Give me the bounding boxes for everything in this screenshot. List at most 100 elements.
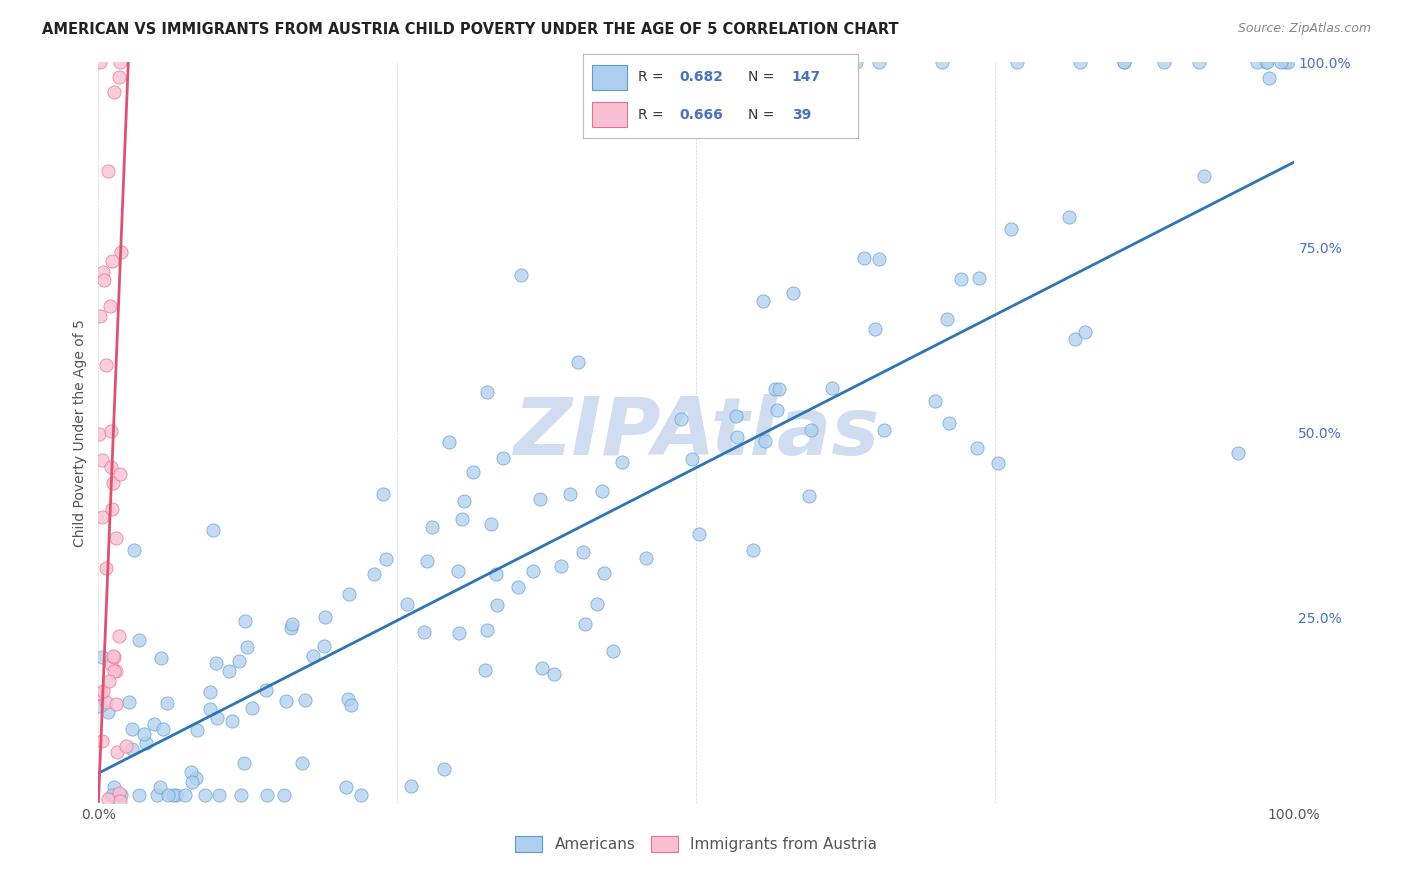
Point: [741, 542, 763, 557]
Bar: [592, 102, 627, 128]
Text: R =: R =: [638, 108, 668, 121]
Point: [90, 650, 112, 665]
Point: [235, 640, 257, 654]
Point: [725, 409, 748, 424]
Point: [101, 475, 124, 490]
Point: [337, 692, 360, 706]
Point: [938, 416, 960, 430]
Point: [100, 460, 122, 475]
Point: [103, 664, 125, 678]
Point: [101, 501, 124, 516]
Point: [486, 598, 509, 612]
Point: [530, 661, 553, 675]
Point: [205, 656, 228, 670]
Point: [280, 621, 302, 635]
Text: Source: ZipAtlas.com: Source: ZipAtlas.com: [1237, 22, 1371, 36]
Point: [103, 85, 125, 99]
Point: [150, 651, 173, 665]
Point: [103, 780, 125, 794]
Point: [91, 683, 114, 698]
Point: [108, 70, 131, 85]
Point: [186, 723, 208, 737]
Point: [96, 560, 118, 574]
Point: [157, 789, 180, 803]
Point: [100, 424, 122, 438]
Point: [813, 55, 835, 70]
Text: AMERICAN VS IMMIGRANTS FROM AUSTRIA CHILD POVERTY UNDER THE AGE OF 5 CORRELATION: AMERICAN VS IMMIGRANTS FROM AUSTRIA CHIL…: [42, 22, 898, 37]
Point: [105, 531, 128, 545]
Point: [94, 695, 117, 709]
Point: [395, 597, 418, 611]
Point: [312, 640, 335, 654]
Point: [194, 789, 217, 803]
Point: [1277, 55, 1299, 70]
Point: [950, 271, 973, 285]
Point: [101, 649, 124, 664]
Point: [782, 286, 804, 301]
Point: [98, 299, 121, 313]
Point: [100, 657, 122, 671]
Point: [766, 402, 789, 417]
Point: [110, 789, 132, 803]
Point: [475, 623, 498, 637]
Point: [1057, 210, 1080, 224]
Point: [156, 696, 179, 710]
Point: [474, 663, 496, 677]
Point: [574, 616, 596, 631]
Point: [135, 736, 157, 750]
Point: [451, 512, 474, 526]
Point: [1005, 55, 1028, 70]
Point: [149, 780, 172, 795]
Text: 0.682: 0.682: [679, 70, 724, 84]
Point: [845, 55, 868, 70]
Point: [800, 424, 823, 438]
Point: [1069, 55, 1091, 70]
Point: [447, 564, 470, 578]
Point: [132, 727, 155, 741]
Point: [337, 587, 360, 601]
Text: 39: 39: [792, 108, 811, 121]
Point: [725, 430, 748, 444]
Text: N =: N =: [748, 108, 779, 121]
Text: ZIPAtlas: ZIPAtlas: [513, 393, 879, 472]
Point: [453, 494, 475, 508]
Point: [763, 382, 786, 396]
Point: [413, 625, 436, 640]
Point: [96, 359, 118, 373]
Point: [610, 455, 633, 469]
Point: [91, 734, 114, 748]
Point: [128, 788, 150, 802]
Point: [118, 695, 141, 709]
Point: [529, 492, 551, 507]
Point: [475, 384, 498, 399]
Point: [208, 789, 231, 803]
Point: [89, 55, 111, 70]
Point: [97, 706, 120, 720]
Point: [121, 723, 143, 737]
Point: [415, 553, 437, 567]
Point: [128, 633, 150, 648]
Point: [91, 265, 114, 279]
Point: [97, 674, 120, 689]
Point: [1192, 169, 1215, 184]
Point: [100, 254, 122, 268]
Point: [180, 764, 202, 779]
Point: [543, 666, 565, 681]
Point: [865, 322, 887, 336]
Point: [218, 664, 240, 678]
Point: [339, 698, 361, 713]
Point: [273, 789, 295, 803]
Point: [586, 597, 609, 611]
Point: [87, 427, 110, 442]
Text: R =: R =: [638, 70, 668, 84]
Point: [509, 268, 531, 283]
Point: [821, 381, 844, 395]
Point: [591, 483, 613, 498]
Point: [90, 453, 112, 467]
Point: [302, 649, 325, 664]
Point: [105, 664, 128, 678]
Point: [936, 311, 959, 326]
Point: [1270, 55, 1292, 70]
Point: [90, 686, 112, 700]
Point: [184, 771, 207, 785]
